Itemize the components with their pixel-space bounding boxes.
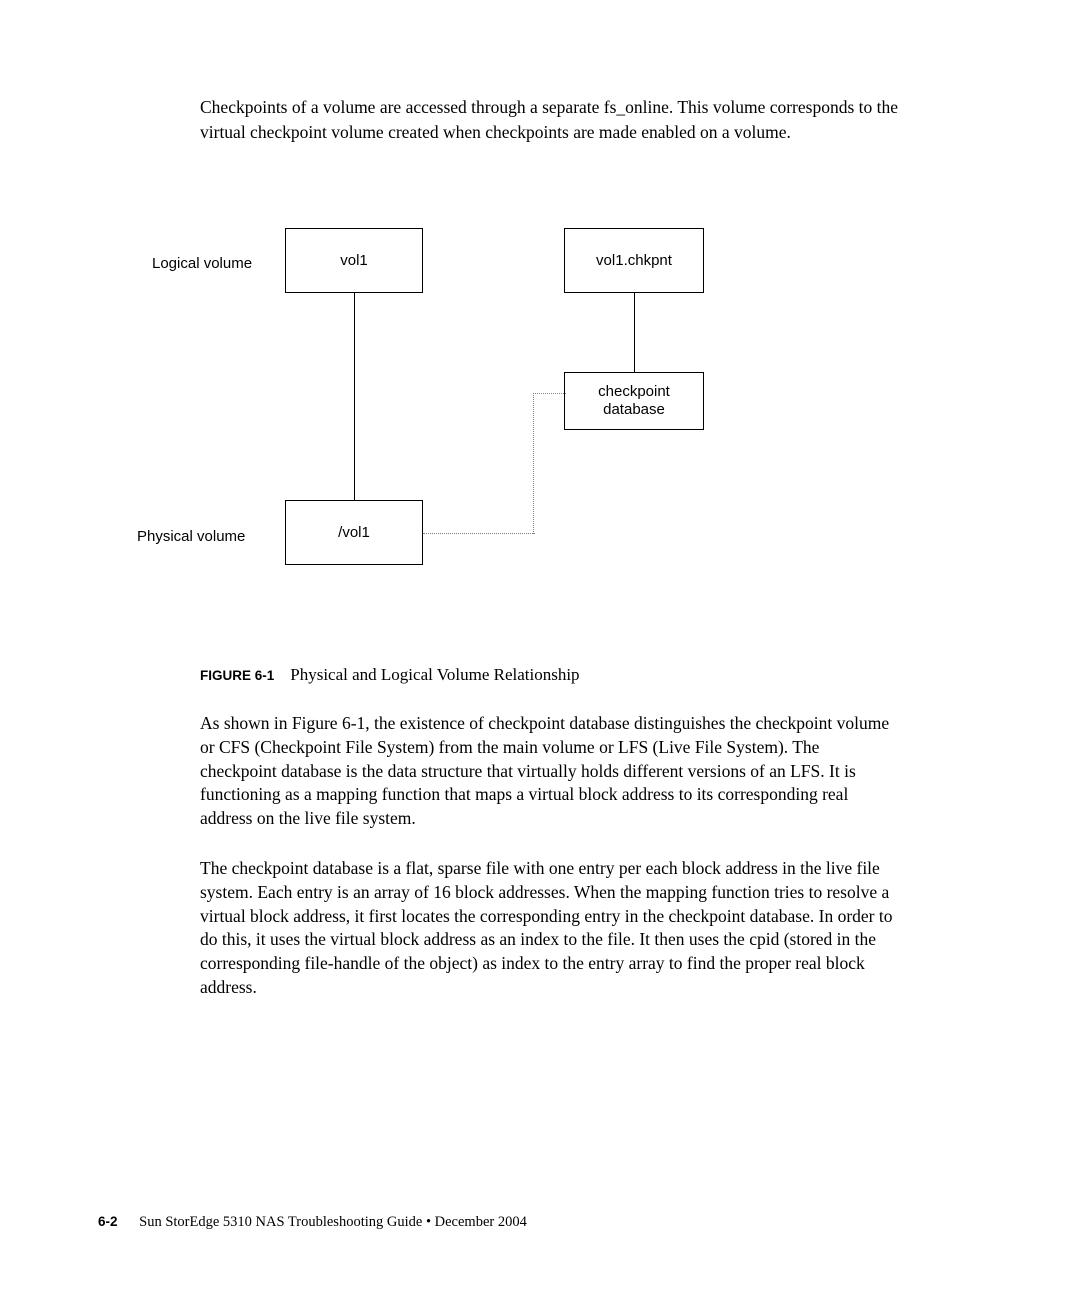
dotted-connector-vertical bbox=[533, 393, 534, 534]
logical-volume-label: Logical volume bbox=[152, 255, 252, 272]
checkpoint-line2: database bbox=[603, 401, 665, 419]
paragraph-1: As shown in Figure 6-1, the existence of… bbox=[200, 712, 900, 831]
figure-caption: FIGURE 6-1 Physical and Logical Volume R… bbox=[200, 665, 580, 685]
paragraph-2: The checkpoint database is a flat, spars… bbox=[200, 857, 900, 1000]
figure-label: FIGURE 6-1 bbox=[200, 668, 274, 683]
connector-vol1-to-physvol bbox=[354, 293, 355, 500]
figure-title: Physical and Logical Volume Relationship bbox=[290, 665, 579, 684]
vol1-box: vol1 bbox=[285, 228, 423, 293]
checkpoint-line1: checkpoint bbox=[598, 383, 670, 401]
page-footer: 6-2 Sun StorEdge 5310 NAS Troubleshootin… bbox=[98, 1214, 527, 1231]
document-title: Sun StorEdge 5310 NAS Troubleshooting Gu… bbox=[139, 1214, 527, 1230]
intro-paragraph: Checkpoints of a volume are accessed thr… bbox=[200, 95, 900, 144]
physical-volume-label: Physical volume bbox=[137, 528, 245, 545]
checkpoint-database-box: checkpoint database bbox=[564, 372, 704, 430]
vol1-chkpnt-box: vol1.chkpnt bbox=[564, 228, 704, 293]
volume-relationship-diagram: Logical volume Physical volume vol1 vol1… bbox=[152, 228, 752, 568]
page-number: 6-2 bbox=[98, 1214, 118, 1229]
physical-vol1-box: /vol1 bbox=[285, 500, 423, 565]
connector-chkpnt-to-db bbox=[634, 293, 635, 372]
dotted-connector-top bbox=[533, 393, 566, 394]
dotted-connector-horizontal bbox=[423, 533, 535, 534]
